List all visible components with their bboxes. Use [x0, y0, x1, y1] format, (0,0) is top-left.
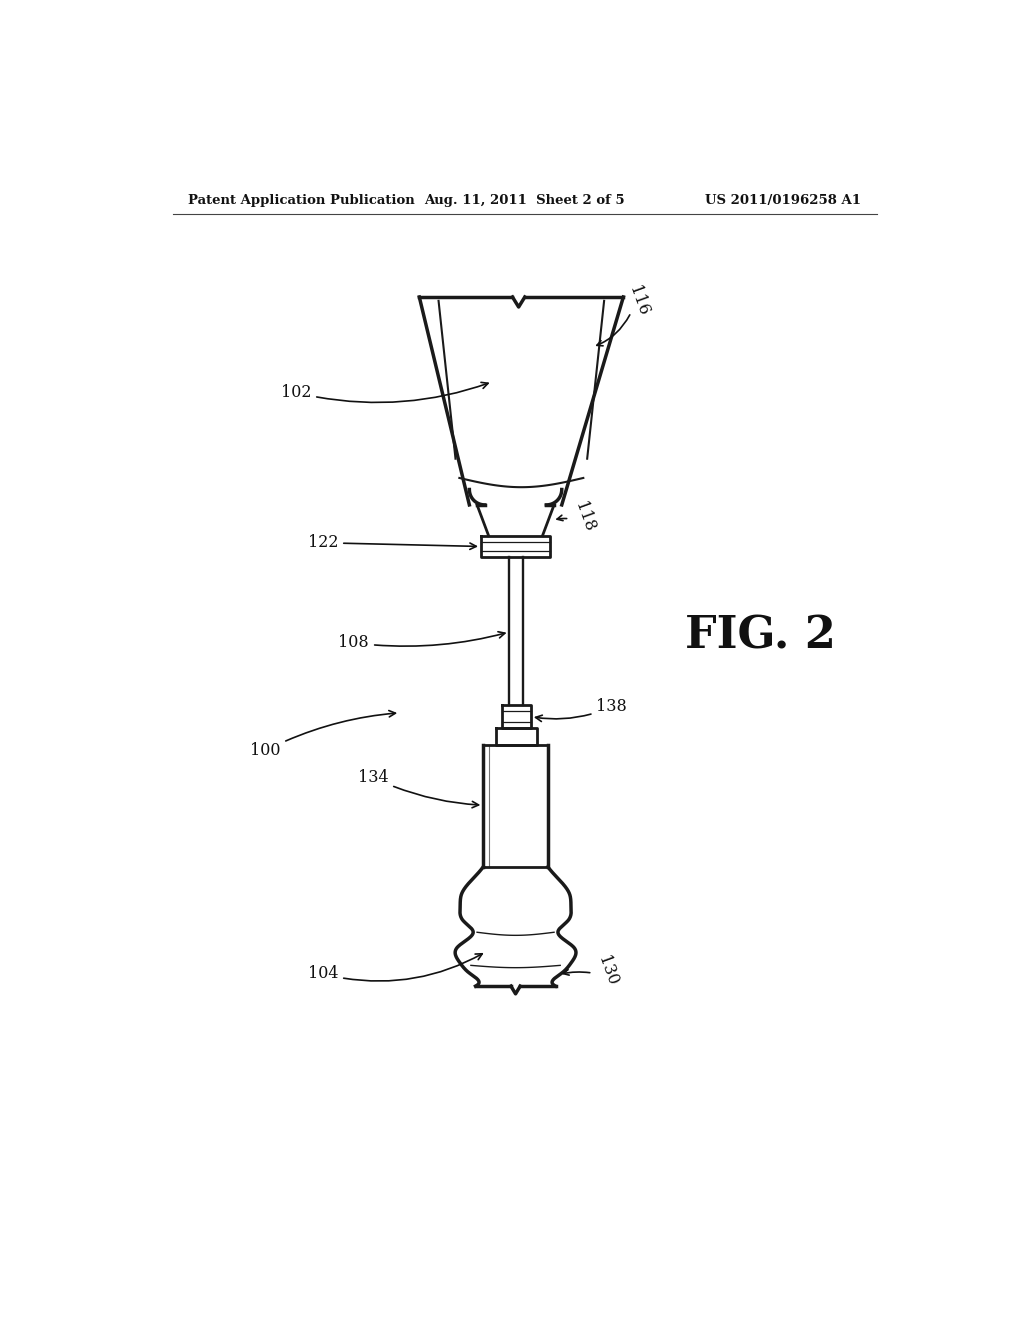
- Text: 138: 138: [536, 698, 627, 722]
- Text: 102: 102: [281, 383, 488, 403]
- Text: FIG. 2: FIG. 2: [685, 614, 836, 657]
- Text: 116: 116: [626, 284, 652, 318]
- Text: 118: 118: [571, 499, 598, 533]
- Text: 130: 130: [595, 953, 622, 989]
- Text: 122: 122: [307, 535, 476, 552]
- Text: Patent Application Publication: Patent Application Publication: [188, 194, 415, 207]
- Text: 100: 100: [250, 710, 395, 759]
- Text: 108: 108: [339, 632, 505, 651]
- Text: Aug. 11, 2011  Sheet 2 of 5: Aug. 11, 2011 Sheet 2 of 5: [425, 194, 625, 207]
- Text: 134: 134: [357, 770, 478, 808]
- Text: US 2011/0196258 A1: US 2011/0196258 A1: [706, 194, 861, 207]
- Text: 104: 104: [307, 954, 482, 982]
